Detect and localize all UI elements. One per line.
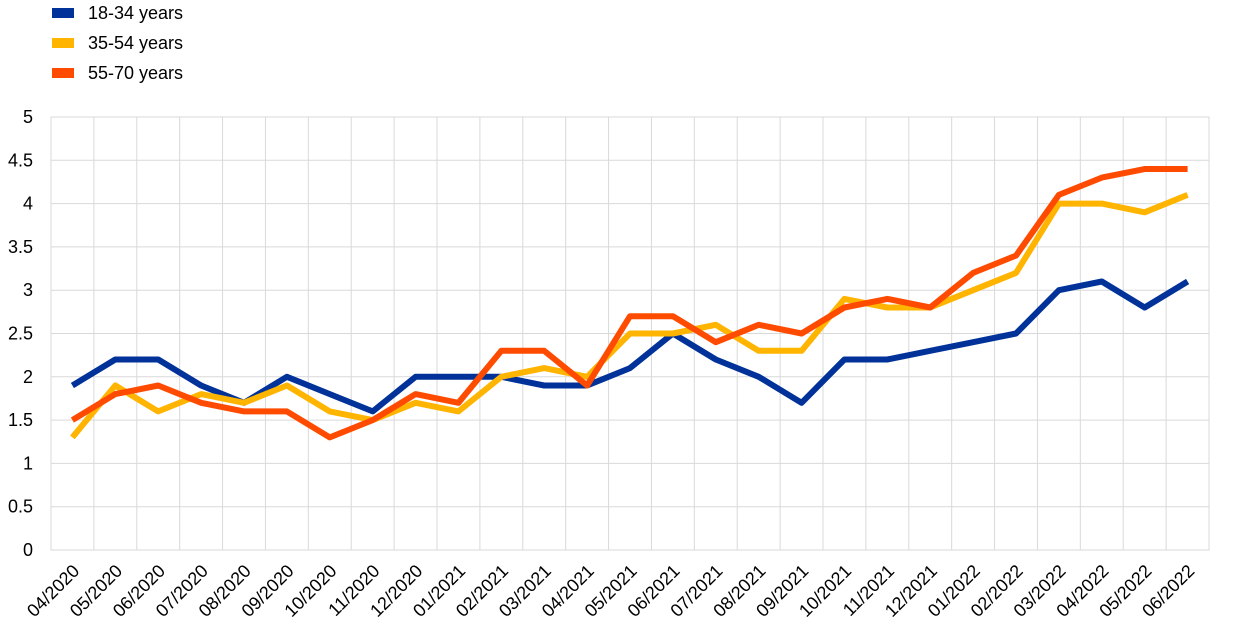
- y-tick-label: 4: [23, 194, 33, 214]
- legend-swatch: [52, 8, 74, 18]
- y-tick-label: 5: [23, 107, 33, 127]
- y-tick-label: 3: [23, 280, 33, 300]
- y-tick-label: 4.5: [8, 150, 33, 170]
- series-line-1: [70, 278, 1190, 415]
- legend-label: 18-34 years: [88, 3, 183, 23]
- y-tick-label: 0: [23, 540, 33, 560]
- y-tick-label: 1.5: [8, 410, 33, 430]
- legend: 18-34 years 35-54 years 55-70 years: [52, 3, 183, 83]
- series-lines: [70, 166, 1190, 441]
- y-tick-label: 1: [23, 453, 33, 473]
- legend-label: 35-54 years: [88, 33, 183, 53]
- series-line-2: [70, 192, 1189, 440]
- x-axis: 04/202005/202006/202007/202008/202009/20…: [23, 561, 1198, 621]
- y-axis: 0 0.5 1 1.5 2 2.5 3 3.5 4 4.5 5: [8, 107, 33, 560]
- series-line-3: [70, 166, 1188, 441]
- y-tick-label: 3.5: [8, 237, 33, 257]
- y-tick-label: 0.5: [8, 497, 33, 517]
- plot-frame: [50, 116, 1210, 551]
- legend-label: 55-70 years: [88, 63, 183, 83]
- y-tick-label: 2.5: [8, 324, 33, 344]
- legend-swatch: [52, 38, 74, 48]
- y-tick-label: 2: [23, 367, 33, 387]
- legend-swatch: [52, 68, 74, 78]
